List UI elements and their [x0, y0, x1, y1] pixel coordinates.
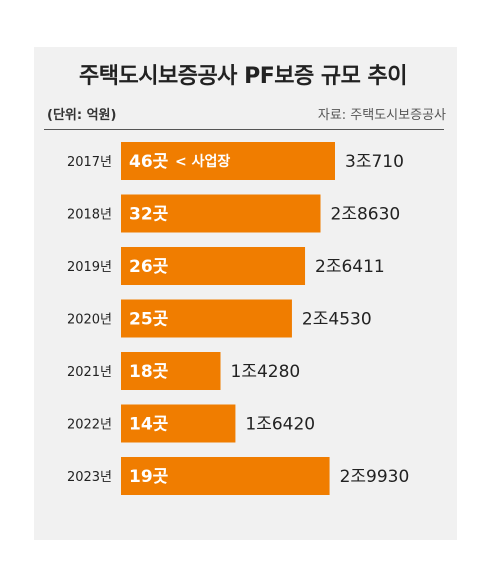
- bar: [121, 352, 221, 390]
- value-label: 2조9930: [340, 467, 410, 487]
- site-count-label: 18곳: [129, 362, 169, 382]
- year-label: 2017년: [67, 155, 112, 170]
- header-divider: [44, 129, 444, 130]
- site-count-label: 26곳: [129, 257, 169, 277]
- site-count-label: 46곳: [129, 152, 169, 172]
- unit-label: (단위: 억원): [47, 108, 117, 123]
- site-count-note: < 사업장: [175, 153, 230, 170]
- bar: [121, 194, 321, 233]
- value-label: 2조6411: [315, 257, 385, 277]
- year-label: 2022년: [67, 418, 112, 433]
- bar: [121, 457, 330, 495]
- chart-title: 주택도시보증공사 PF보증 규모 추이: [79, 64, 408, 89]
- bar: [121, 247, 306, 285]
- site-count-label: 25곳: [129, 310, 169, 330]
- source-label: 자료: 주택도시보증공사: [317, 108, 446, 123]
- bar: [121, 404, 236, 443]
- value-label: 1조6420: [245, 415, 315, 435]
- site-count-label: 14곳: [129, 415, 169, 435]
- value-label: 2조4530: [302, 310, 372, 330]
- value-label: 3조710: [345, 152, 404, 172]
- year-label: 2021년: [67, 365, 112, 380]
- year-label: 2018년: [67, 208, 112, 223]
- site-count-label: 32곳: [129, 205, 169, 225]
- value-label: 1조4280: [231, 362, 301, 382]
- bar: [121, 299, 292, 338]
- year-label: 2020년: [67, 313, 112, 328]
- site-count-label: 19곳: [129, 467, 169, 487]
- bar: [121, 142, 335, 180]
- year-label: 2023년: [67, 470, 112, 485]
- year-label: 2019년: [67, 260, 112, 275]
- value-label: 2조8630: [331, 205, 401, 225]
